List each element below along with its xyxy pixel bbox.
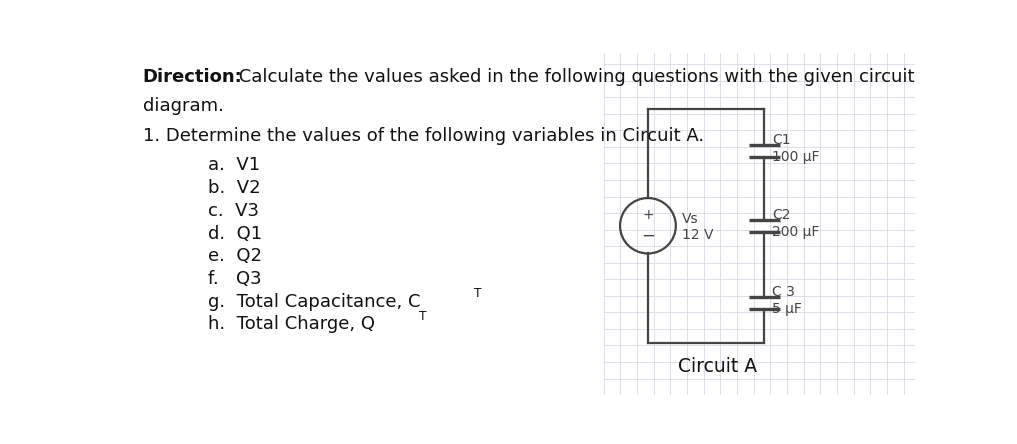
- Text: C2: C2: [772, 208, 790, 222]
- Text: Calculate the values asked in the following questions with the given circuit: Calculate the values asked in the follow…: [233, 68, 915, 86]
- Text: C 3: C 3: [772, 285, 795, 299]
- Text: 100 μF: 100 μF: [772, 150, 820, 164]
- Text: 12 V: 12 V: [682, 228, 714, 242]
- Text: d.  Q1: d. Q1: [208, 225, 262, 242]
- Text: Direction:: Direction:: [142, 68, 242, 86]
- Text: Circuit A: Circuit A: [678, 357, 758, 376]
- Text: c.  V3: c. V3: [208, 202, 259, 220]
- Text: a.  V1: a. V1: [208, 156, 260, 174]
- Text: 1. Determine the values of the following variables in Circuit A.: 1. Determine the values of the following…: [142, 127, 704, 145]
- Text: e.  Q2: e. Q2: [208, 247, 262, 266]
- Text: C1: C1: [772, 133, 790, 147]
- Text: −: −: [641, 227, 655, 245]
- Text: T: T: [419, 310, 427, 323]
- Text: Vs: Vs: [682, 212, 699, 226]
- Text: h.  Total Charge, Q: h. Total Charge, Q: [208, 316, 375, 333]
- Text: f.   Q3: f. Q3: [208, 270, 262, 288]
- Text: b.  V2: b. V2: [208, 179, 261, 197]
- Text: g.  Total Capacitance, C: g. Total Capacitance, C: [208, 293, 421, 311]
- Text: 5 μF: 5 μF: [772, 302, 801, 316]
- Text: T: T: [474, 287, 482, 300]
- Text: diagram.: diagram.: [142, 97, 224, 115]
- Text: +: +: [642, 208, 654, 222]
- Text: 200 μF: 200 μF: [772, 225, 820, 239]
